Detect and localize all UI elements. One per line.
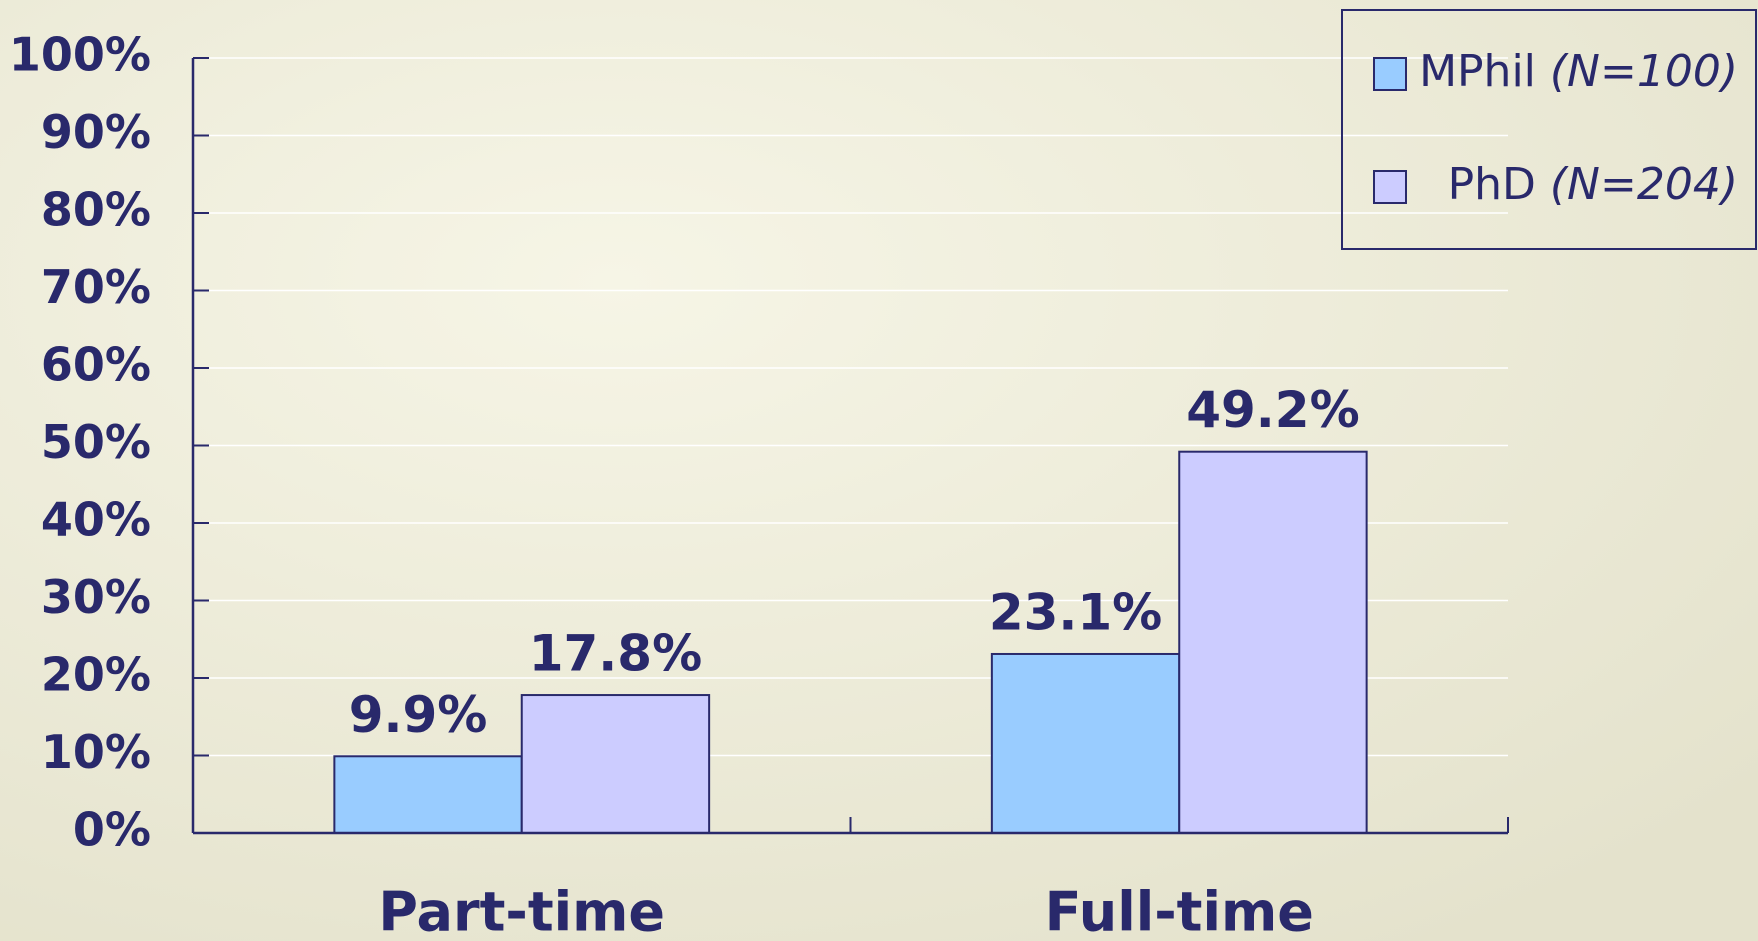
bar: [1178, 450, 1368, 834]
legend: MPhil (N=100) PhD (N=204): [1341, 9, 1757, 250]
value-label: 9.9%: [349, 686, 488, 744]
y-tick-label: 20%: [41, 648, 151, 702]
y-tick-label: 90%: [41, 105, 151, 159]
bar: [520, 694, 711, 834]
y-tick-label: 100%: [9, 28, 151, 82]
bar: [333, 755, 523, 835]
x-tick-label: Part-time: [378, 881, 665, 941]
y-tick-label: 0%: [73, 803, 151, 857]
y-tick-label: 50%: [41, 415, 151, 469]
bar: [990, 652, 1181, 834]
y-tick-label: 30%: [41, 570, 151, 624]
y-tick-label: 40%: [41, 493, 151, 547]
value-label: 49.2%: [1186, 381, 1359, 439]
y-tick-label: 70%: [41, 260, 151, 314]
value-label: 17.8%: [529, 625, 702, 683]
y-tick-label: 10%: [41, 725, 151, 779]
legend-swatch: [1373, 57, 1407, 91]
x-tick-label: Full-time: [1045, 881, 1314, 941]
legend-box: [1341, 9, 1757, 250]
legend-swatch: [1373, 170, 1407, 204]
y-tick-label: 80%: [41, 183, 151, 237]
y-tick-label: 60%: [41, 338, 151, 392]
legend-label: MPhil (N=100): [1419, 46, 1738, 97]
legend-label: PhD (N=204): [1448, 159, 1738, 210]
value-label: 23.1%: [989, 583, 1162, 641]
